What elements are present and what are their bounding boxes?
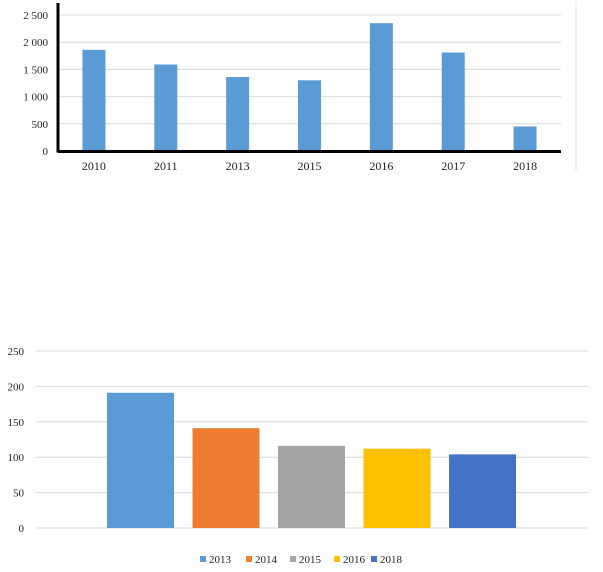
y-tick-label: 2 000	[23, 37, 48, 49]
bar	[192, 428, 260, 528]
x-tick-label: 2013	[226, 159, 250, 173]
y-tick-label: 0	[43, 146, 49, 158]
bar	[226, 77, 250, 151]
legend-label: 2014	[255, 554, 278, 566]
bar-chart-bottom: 0 50 100 150 200 250 2013 2014 2015 2016 2018	[8, 346, 588, 566]
x-tick-label: 2016	[369, 159, 393, 173]
legend-swatch	[200, 556, 206, 562]
x-tick-label: 2018	[513, 159, 537, 173]
y-tick-label: 250	[8, 346, 25, 358]
y-tick-label: 100	[8, 452, 25, 464]
legend: 2013 2014 2015 2016 2018	[200, 554, 403, 566]
legend-label: 2018	[380, 554, 403, 566]
y-tick-label: 1 500	[23, 64, 48, 76]
legend-label: 2013	[209, 554, 232, 566]
y-tick-label: 0	[19, 523, 25, 535]
bar	[107, 392, 174, 528]
bar	[449, 454, 516, 528]
bar	[278, 445, 345, 528]
y-tick-label: 500	[32, 119, 49, 131]
legend-swatch	[290, 556, 296, 562]
bar	[363, 448, 431, 528]
bar	[298, 80, 321, 151]
bar	[82, 49, 106, 151]
bar	[369, 23, 393, 151]
y-tick-label: 200	[8, 381, 25, 393]
bar	[513, 126, 537, 151]
x-tick-label: 2010	[82, 159, 106, 173]
bar	[441, 52, 465, 152]
y-tick-label: 150	[8, 417, 25, 429]
legend-label: 2016	[343, 554, 366, 566]
legend-swatch	[334, 556, 340, 562]
x-tick-label: 2015	[298, 159, 322, 173]
x-tick-label: 2017	[441, 159, 465, 173]
legend-label: 2015	[299, 554, 322, 566]
y-tick-label: 1 000	[23, 92, 48, 104]
y-tick-label: 2 500	[23, 10, 48, 22]
y-tick-label: 50	[13, 488, 25, 500]
legend-swatch	[246, 556, 252, 562]
legend-swatch	[371, 556, 377, 562]
bar	[154, 64, 178, 151]
x-tick-label: 2011	[154, 159, 178, 173]
bar-chart-top: 0 500 1 000 1 500 2 000 2 500 2010 2011 2013 2015…	[23, 2, 577, 173]
